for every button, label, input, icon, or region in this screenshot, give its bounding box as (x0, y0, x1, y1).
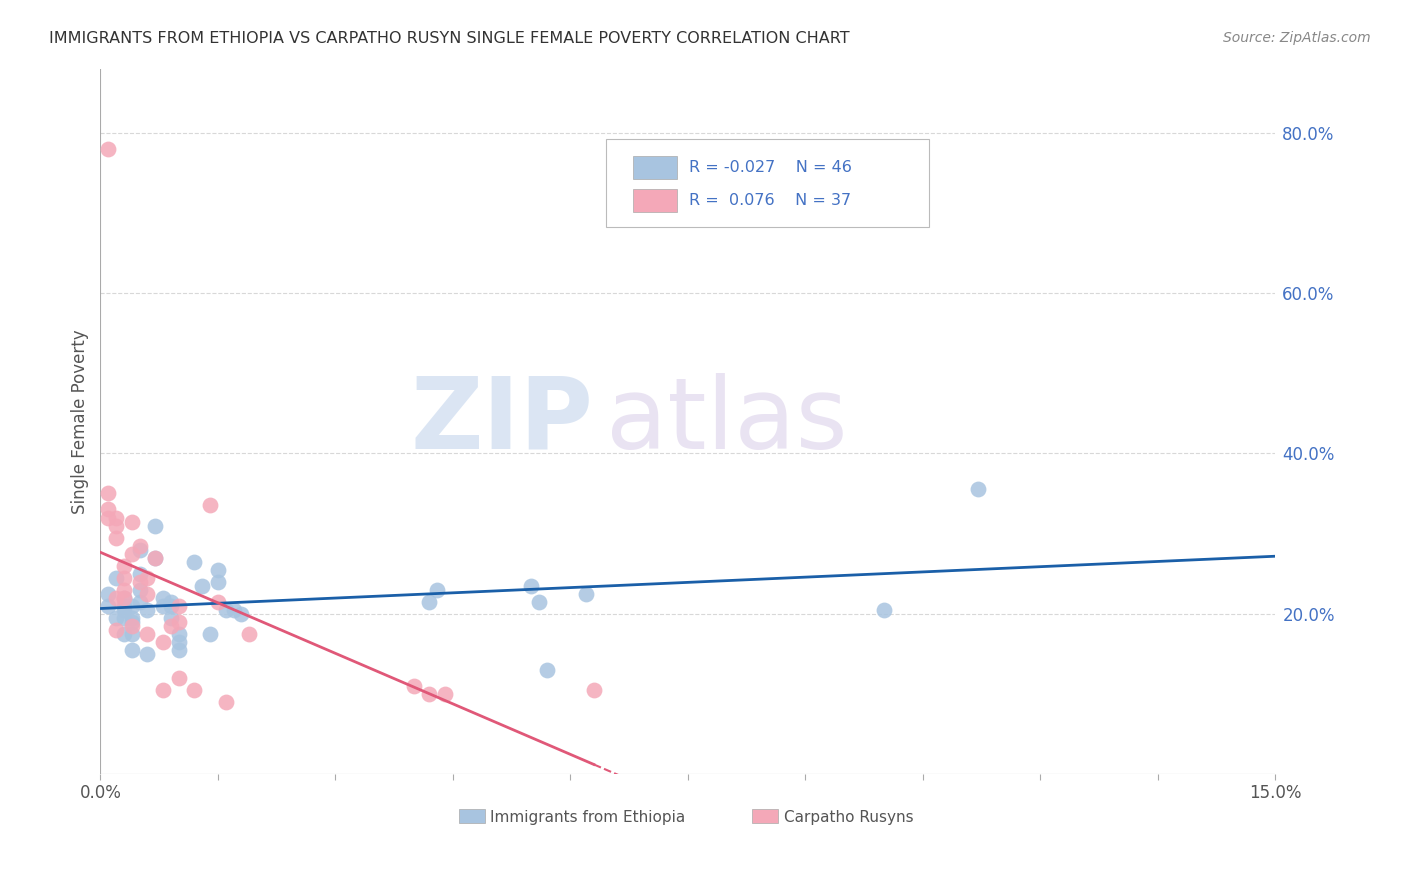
Point (183, 682, 205, 697)
Point (136, 587, 159, 601)
Point (128, 595, 150, 609)
Point (167, 627, 190, 641)
Text: Carpatho Rusyns: Carpatho Rusyns (785, 810, 914, 824)
Text: Source: ZipAtlas.com: Source: ZipAtlas.com (1223, 31, 1371, 45)
Point (160, 599, 183, 613)
Point (105, 518, 128, 533)
Point (527, 595, 550, 609)
Point (167, 634, 190, 648)
Point (112, 599, 135, 613)
Point (966, 483, 988, 497)
Text: R =  0.076    N = 37: R = 0.076 N = 37 (689, 193, 851, 208)
Point (418, 595, 440, 609)
Point (97, 587, 120, 601)
Y-axis label: Single Female Poverty: Single Female Poverty (72, 329, 89, 514)
Point (582, 682, 605, 697)
Point (198, 499, 221, 513)
Point (105, 591, 128, 605)
Point (143, 518, 166, 533)
Point (231, 607, 253, 621)
Point (160, 595, 183, 609)
Point (97, 510, 120, 524)
Point (121, 547, 143, 561)
Point (128, 582, 150, 597)
Point (112, 582, 135, 597)
Point (136, 571, 159, 585)
Point (402, 679, 425, 693)
Point (121, 599, 143, 613)
Point (520, 579, 543, 593)
Point (105, 531, 128, 545)
Point (143, 550, 166, 565)
Bar (752, 809, 779, 823)
Bar (458, 809, 485, 823)
FancyBboxPatch shape (606, 139, 929, 227)
Point (207, 595, 229, 609)
Point (97, 486, 120, 500)
Point (112, 558, 135, 573)
Point (128, 574, 150, 589)
Point (152, 599, 174, 613)
Point (143, 550, 166, 565)
Text: R = -0.027    N = 46: R = -0.027 N = 46 (689, 160, 852, 175)
Point (128, 539, 150, 553)
Point (167, 615, 190, 629)
Bar (633, 189, 678, 211)
Point (105, 571, 128, 585)
Point (128, 542, 150, 557)
Point (121, 627, 143, 641)
Text: atlas: atlas (606, 373, 848, 470)
Point (121, 611, 143, 625)
Point (872, 603, 894, 617)
Point (191, 579, 214, 593)
Point (207, 563, 229, 577)
Point (160, 611, 183, 625)
Point (112, 627, 135, 641)
Point (426, 582, 449, 597)
Point (152, 682, 174, 697)
Point (97, 502, 120, 516)
Point (222, 603, 245, 617)
Text: Immigrants from Ethiopia: Immigrants from Ethiopia (491, 810, 686, 824)
Point (128, 566, 150, 581)
Text: ZIP: ZIP (411, 373, 593, 470)
Point (160, 619, 183, 633)
Point (575, 587, 598, 601)
Text: IMMIGRANTS FROM ETHIOPIA VS CARPATHO RUSYN SINGLE FEMALE POVERTY CORRELATION CHA: IMMIGRANTS FROM ETHIOPIA VS CARPATHO RUS… (49, 31, 849, 46)
Point (105, 510, 128, 524)
Point (152, 634, 174, 648)
Point (112, 591, 135, 605)
Point (112, 571, 135, 585)
Bar (633, 156, 678, 178)
Point (434, 687, 457, 701)
Point (167, 671, 190, 685)
Point (207, 574, 229, 589)
Point (183, 555, 205, 569)
Point (136, 627, 159, 641)
Point (112, 611, 135, 625)
Point (238, 627, 260, 641)
Point (418, 687, 440, 701)
Point (97, 599, 120, 613)
Point (121, 615, 143, 629)
Point (198, 627, 221, 641)
Point (215, 603, 238, 617)
Point (112, 603, 135, 617)
Point (121, 515, 143, 529)
Point (97, 142, 120, 156)
Point (167, 599, 190, 613)
Point (136, 603, 159, 617)
Point (105, 623, 128, 637)
Point (152, 591, 174, 605)
Point (215, 695, 238, 709)
Point (121, 619, 143, 633)
Point (112, 591, 135, 605)
Point (121, 642, 143, 657)
Point (167, 642, 190, 657)
Point (105, 611, 128, 625)
Point (136, 647, 159, 661)
Point (536, 663, 558, 677)
